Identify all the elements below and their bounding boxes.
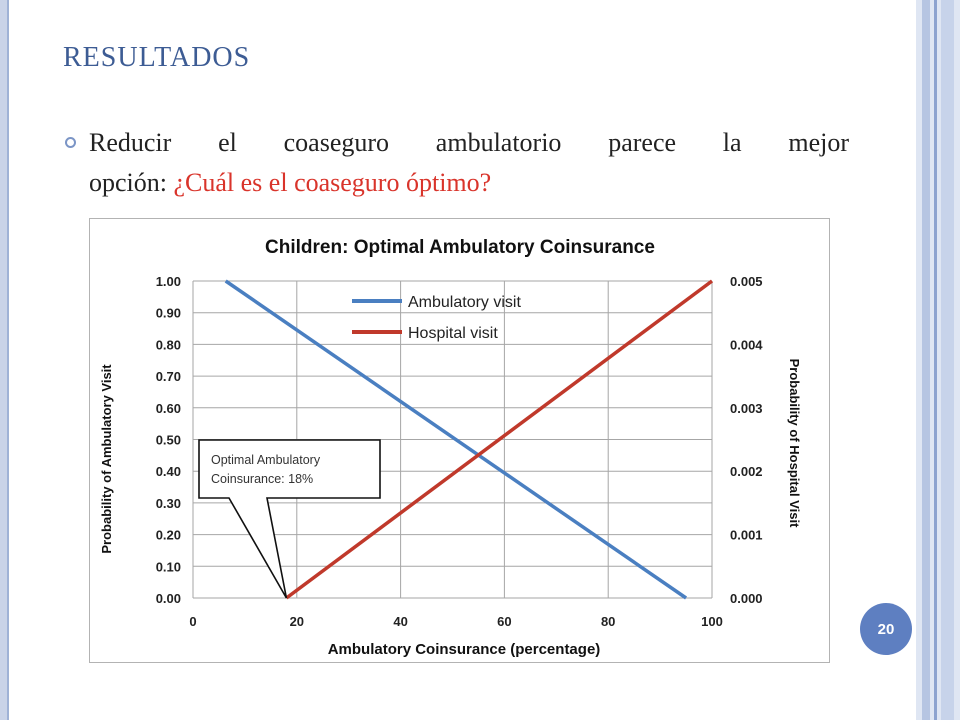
y-tick-label: 0.40: [156, 464, 181, 479]
y2-tick-label: 0.004: [730, 337, 763, 352]
y2-tick-label: 0.001: [730, 528, 763, 543]
y2-tick-label: 0.000: [730, 591, 763, 606]
chart-y2label: Probability of Hospital Visit: [787, 359, 802, 528]
y-tick-label: 0.60: [156, 401, 181, 416]
x-tick-label: 0: [189, 614, 196, 629]
y-tick-label: 1.00: [156, 274, 181, 289]
x-tick-label: 100: [701, 614, 723, 629]
x-tick-label: 80: [601, 614, 615, 629]
chart-series: [224, 279, 714, 600]
right-border-stripe-outer: [941, 0, 954, 720]
bullet-text-line2-black: opción:: [89, 168, 174, 197]
chart-title: Children: Optimal Ambulatory Coinsurance: [265, 237, 655, 258]
y-tick-label: 0.90: [156, 306, 181, 321]
x-tick-label: 20: [290, 614, 304, 629]
left-border: [0, 0, 7, 720]
y2-tick-label: 0.002: [730, 464, 763, 479]
y2-tick-label: 0.005: [730, 274, 763, 289]
callout-line-2: Coinsurance: 18%: [211, 472, 313, 486]
series-line: [285, 279, 714, 600]
chart-xlabel: Ambulatory Coinsurance (percentage): [328, 641, 601, 658]
chart-gridlines: [192, 280, 713, 599]
bullet-question: ¿Cuál es el coaseguro óptimo?: [173, 168, 492, 197]
bullet-icon: [65, 137, 76, 148]
legend-label: Ambulatory visit: [408, 294, 521, 311]
y-tick-label: 0.80: [156, 337, 181, 352]
bullet-text: Reducir el coaseguro ambulatorio parece …: [89, 128, 849, 157]
right-border-line: [934, 0, 937, 720]
chart-tick-labels: 0.00 0.10 0.20 0.30 0.40 0.50 0.60 0.70 0.80 0.90…: [156, 274, 764, 629]
y-tick-label: 0.00: [156, 591, 181, 606]
chart-legend: Ambulatory visit Hospital visit: [352, 294, 521, 342]
right-border-stripe: [922, 0, 930, 720]
series-line: [224, 279, 688, 600]
callout-line-1: Optimal Ambulatory: [211, 453, 321, 467]
y-tick-label: 0.70: [156, 369, 181, 384]
x-tick-label: 60: [497, 614, 511, 629]
chart-frame: 0.00 0.10 0.20 0.30 0.40 0.50 0.60 0.70 0.80 0.90…: [89, 218, 830, 663]
y-tick-label: 0.30: [156, 496, 181, 511]
y-tick-label: 0.10: [156, 559, 181, 574]
x-tick-label: 40: [393, 614, 407, 629]
y2-tick-label: 0.003: [730, 401, 763, 416]
chart: 0.00 0.10 0.20 0.30 0.40 0.50 0.60 0.70 0.80 0.90…: [99, 237, 802, 658]
bullet-text-line2: opción: ¿Cuál es el coaseguro óptimo?: [89, 168, 491, 198]
y-tick-label: 0.50: [156, 433, 181, 448]
chart-ylabel: Probability of Ambulatory Visit: [99, 364, 114, 554]
page-number-badge: 20: [860, 603, 912, 655]
callout-box: [198, 439, 381, 599]
y-tick-label: 0.20: [156, 528, 181, 543]
left-border-line: [7, 0, 9, 720]
chart-annotation: Optimal Ambulatory Coinsurance: 18%: [198, 439, 381, 599]
legend-label: Hospital visit: [408, 325, 498, 342]
slide-title: RESULTADOS: [63, 42, 251, 73]
